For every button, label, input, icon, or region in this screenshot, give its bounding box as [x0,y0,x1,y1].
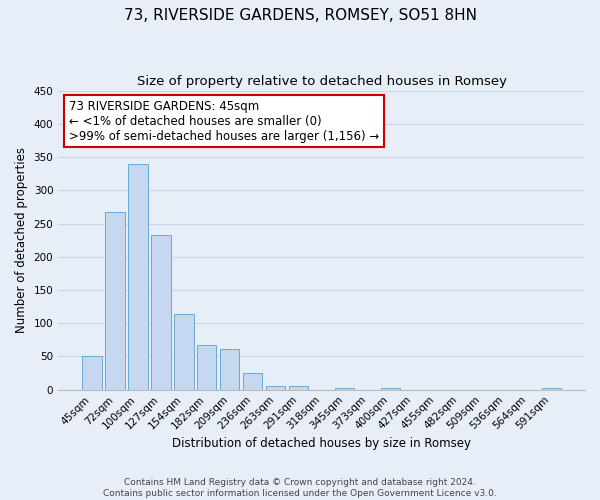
Bar [105,212,125,390]
Bar [266,386,286,390]
Text: 73, RIVERSIDE GARDENS, ROMSEY, SO51 8HN: 73, RIVERSIDE GARDENS, ROMSEY, SO51 8HN [124,8,476,22]
X-axis label: Distribution of detached houses by size in Romsey: Distribution of detached houses by size … [172,437,471,450]
Bar [128,164,148,390]
Y-axis label: Number of detached properties: Number of detached properties [15,147,28,333]
Title: Size of property relative to detached houses in Romsey: Size of property relative to detached ho… [137,75,506,88]
Bar [335,388,355,390]
Bar [174,314,194,390]
Bar [220,348,239,390]
Text: 73 RIVERSIDE GARDENS: 45sqm
← <1% of detached houses are smaller (0)
>99% of sem: 73 RIVERSIDE GARDENS: 45sqm ← <1% of det… [69,100,379,142]
Text: Contains HM Land Registry data © Crown copyright and database right 2024.
Contai: Contains HM Land Registry data © Crown c… [103,478,497,498]
Bar [243,373,262,390]
Bar [82,356,101,390]
Bar [289,386,308,390]
Bar [151,236,170,390]
Bar [381,388,400,390]
Bar [542,388,561,390]
Bar [197,344,217,390]
